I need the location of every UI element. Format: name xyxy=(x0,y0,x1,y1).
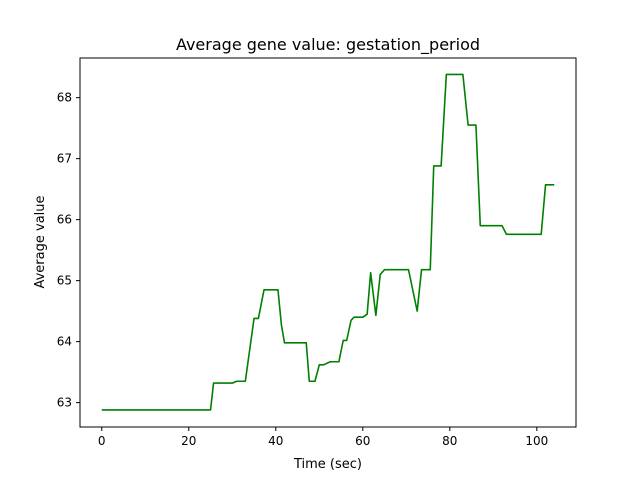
y-tick-label: 67 xyxy=(57,152,72,166)
y-tick-label: 64 xyxy=(57,335,72,349)
y-tick-label: 66 xyxy=(57,213,72,227)
x-tick-label: 0 xyxy=(98,434,106,448)
series-line xyxy=(101,73,555,411)
y-axis-label: Average value xyxy=(33,195,48,288)
x-axis-label: Time (sec) xyxy=(293,457,362,472)
y-axis-ticks: 63 64 65 66 67 68 xyxy=(57,91,80,410)
x-tick-label: 60 xyxy=(355,434,370,448)
x-tick-label: 20 xyxy=(181,434,196,448)
y-tick-label: 65 xyxy=(57,274,72,288)
series-layer xyxy=(101,73,555,411)
x-axis-ticks: 0 20 40 60 80 100 xyxy=(98,427,548,448)
axes-frame xyxy=(79,57,577,428)
y-tick-label: 63 xyxy=(57,396,72,410)
x-tick-label: 100 xyxy=(525,434,548,448)
x-tick-label: 40 xyxy=(268,434,283,448)
chart-title: Average gene value: gestation_period xyxy=(176,35,480,55)
y-tick-label: 68 xyxy=(57,91,72,105)
plot-area: 0 20 40 60 80 100 63 64 65 66 67 68 xyxy=(57,57,577,448)
x-tick-label: 80 xyxy=(442,434,457,448)
